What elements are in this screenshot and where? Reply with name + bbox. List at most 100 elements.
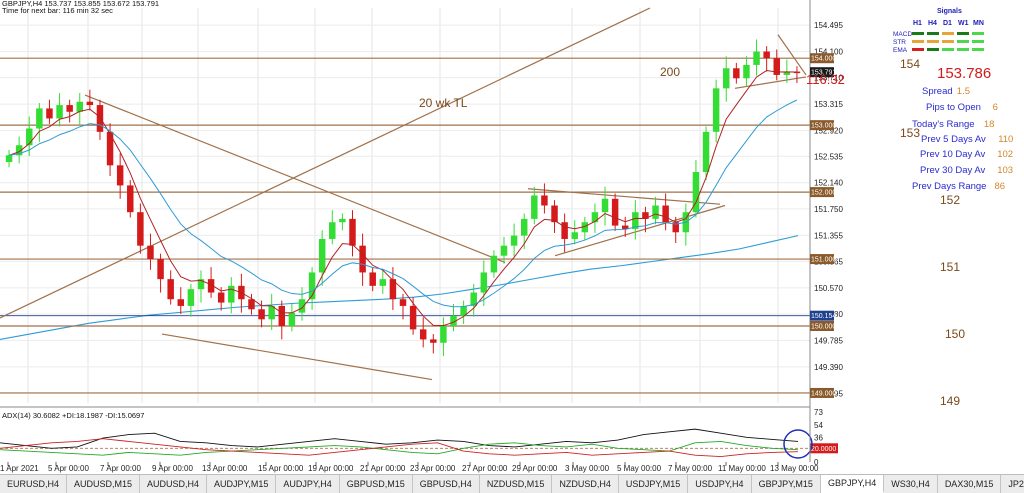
chart-tab[interactable]: DAX30,M15 [938, 475, 1002, 493]
chart-tab[interactable]: WS30,H4 [884, 475, 938, 493]
price-tag-bg [810, 67, 834, 78]
x-axis-label: 15 Apr 00:00 [258, 464, 304, 473]
candle-body [127, 185, 134, 213]
candle-body [167, 279, 174, 300]
price-tag-bg [810, 254, 834, 265]
candle-body [470, 292, 477, 306]
chart-tab[interactable]: AUDUSD,H4 [140, 475, 208, 493]
price-axis-label: 151.750 [814, 205, 843, 214]
signal-indicator [957, 48, 969, 51]
chart-tab[interactable]: JP225,Weekly [1001, 475, 1024, 493]
signals-column: MN [973, 20, 984, 27]
signal-indicator [912, 40, 924, 43]
price-axis-label: 152.140 [814, 179, 843, 188]
chart-tab[interactable]: GBPJPY,H4 [820, 475, 885, 493]
info-panel: Spread 1.5 Pips to Open 6 Today's Range 18 Pre… [912, 86, 1013, 192]
price-tag-bg [810, 120, 834, 131]
indicator-axis-label: 0 [814, 458, 819, 467]
ema-mid-line [8, 99, 798, 308]
price-tag-label: 152.000 [811, 190, 836, 197]
candle-body [743, 64, 750, 79]
chart-tab[interactable]: AUDJPY,H4 [276, 475, 340, 493]
candle-body [561, 222, 568, 239]
candle-body [56, 105, 63, 119]
candle-body [520, 218, 528, 236]
adx-level-tag: 20.0000 [811, 446, 836, 453]
moving-averages [8, 69, 798, 327]
adx-series-line [0, 438, 799, 457]
chart-header: GBPJPY,H4 153.737 153.855 153.672 153.79… [2, 0, 160, 8]
x-axis-label: 21 Apr 00:00 [360, 464, 406, 473]
candle-body [733, 68, 740, 79]
signal-indicator [972, 32, 984, 35]
candle-body [86, 101, 94, 106]
chart-tab[interactable]: EURUSD,H4 [0, 475, 68, 493]
candle-body [702, 131, 710, 173]
chart-tab[interactable]: NZDUSD,M15 [480, 475, 553, 493]
price-tag-bg [810, 387, 834, 398]
candle-body [581, 222, 589, 233]
trend-line [527, 188, 721, 205]
chart-tab[interactable]: USDJPY,M15 [619, 475, 689, 493]
candle-body [228, 285, 235, 303]
chart-tabs: EURUSD,H4 AUDUSD,M15 AUDUSD,H4 AUDJPY,M15 AU… [0, 474, 1024, 493]
chart-tab[interactable]: GBPUSD,M15 [340, 475, 413, 493]
candle-body [15, 145, 23, 156]
trend-lines [0, 7, 807, 381]
candle-body [591, 212, 599, 223]
candle-body [541, 195, 548, 206]
signal-indicator [912, 32, 924, 35]
candle-body [268, 305, 275, 320]
candle-body [773, 58, 780, 75]
candle-body [753, 51, 760, 65]
signal-indicator [942, 40, 954, 43]
candle-body [26, 128, 33, 146]
price-tag-label: 149.000 [811, 390, 836, 397]
info-label: Pips to Open [926, 102, 981, 113]
info-label: Prev 5 Days Av [921, 134, 986, 145]
chart-tab[interactable]: GBPUSD,H4 [413, 475, 480, 493]
chart-tab[interactable]: USDJPY,H4 [688, 475, 752, 493]
price-axis-label: 154.495 [814, 21, 843, 30]
trend-line [777, 34, 807, 76]
candle-body [187, 289, 195, 306]
highlight-circle [783, 429, 813, 459]
candle-body [318, 238, 326, 273]
signal-indicator [972, 40, 984, 43]
signal-indicator [912, 48, 924, 51]
candle-body [106, 131, 114, 166]
axes: 154.495 154.100 153.710 153.315 152.920 152.5… [0, 0, 843, 473]
candle-body [369, 272, 376, 286]
level-label: 150 [945, 327, 965, 341]
candle-body [116, 165, 124, 186]
chart-tab[interactable]: AUDUSD,M15 [67, 475, 141, 493]
signals-title: Signals [937, 8, 962, 15]
candle-body [36, 108, 43, 129]
signal-indicator [927, 32, 939, 35]
candle-body [177, 299, 185, 306]
candle-body [248, 299, 255, 310]
candle-body [621, 225, 629, 229]
indicator-axis-label: 73 [814, 408, 823, 417]
chart-tab[interactable]: AUDJPY,M15 [207, 475, 277, 493]
candle-body [359, 245, 366, 273]
candle-body [298, 299, 306, 313]
x-axis-label: 5 Apr 00:00 [48, 464, 89, 473]
price-chart[interactable]: 73543620020.0000 154.495154.100153.71015… [0, 0, 1024, 474]
candle-body [409, 305, 417, 330]
price-tag-label: 150.000 [811, 324, 836, 331]
candle-body [147, 245, 154, 260]
info-label: Spread [922, 86, 953, 97]
signal-indicator [942, 32, 954, 35]
price-axis-label: 153.315 [814, 100, 843, 109]
info-label: Prev 10 Day Av [920, 149, 986, 160]
chart-window[interactable]: 73543620020.0000 154.495154.100153.71015… [0, 0, 1024, 474]
price-axis-label: 149.785 [814, 336, 843, 345]
chart-tab[interactable]: NZDUSD,H4 [552, 475, 619, 493]
adx-series-line [0, 428, 799, 449]
price-tag-label: 151.000 [811, 257, 836, 264]
candle-body [5, 155, 13, 162]
trendline-label: 20 wk TL [419, 96, 468, 110]
x-axis-label: 19 Apr 00:00 [308, 464, 354, 473]
chart-tab[interactable]: GBPJPY,M15 [752, 475, 821, 493]
